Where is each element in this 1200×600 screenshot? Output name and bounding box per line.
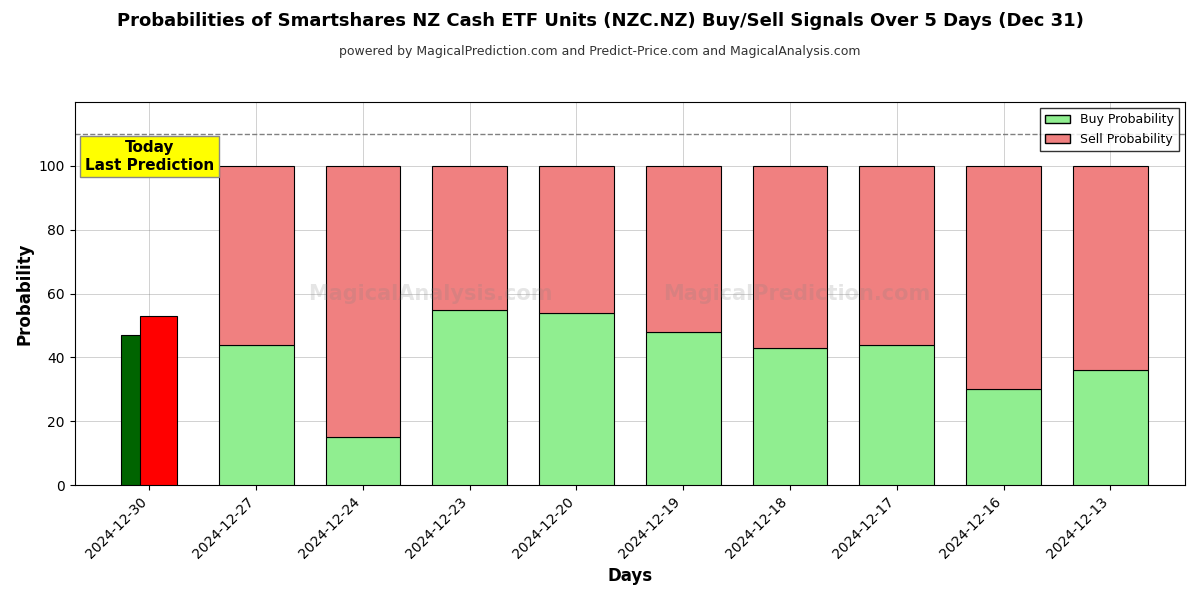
- Text: powered by MagicalPrediction.com and Predict-Price.com and MagicalAnalysis.com: powered by MagicalPrediction.com and Pre…: [340, 45, 860, 58]
- X-axis label: Days: Days: [607, 567, 653, 585]
- Bar: [646, 166, 720, 332]
- Bar: [325, 166, 401, 437]
- Bar: [121, 335, 158, 485]
- Bar: [859, 344, 934, 485]
- Bar: [218, 344, 294, 485]
- Bar: [325, 437, 401, 485]
- Text: Today
Last Prediction: Today Last Prediction: [85, 140, 214, 173]
- Bar: [966, 389, 1040, 485]
- Bar: [752, 166, 827, 348]
- Legend: Buy Probability, Sell Probability: Buy Probability, Sell Probability: [1040, 108, 1178, 151]
- Bar: [539, 166, 614, 313]
- Bar: [966, 166, 1040, 389]
- Bar: [752, 348, 827, 485]
- Text: Probabilities of Smartshares NZ Cash ETF Units (NZC.NZ) Buy/Sell Signals Over 5 : Probabilities of Smartshares NZ Cash ETF…: [116, 12, 1084, 30]
- Bar: [218, 166, 294, 344]
- Bar: [140, 316, 178, 485]
- Bar: [1073, 370, 1147, 485]
- Text: MagicalAnalysis.com: MagicalAnalysis.com: [307, 284, 552, 304]
- Bar: [1073, 166, 1147, 370]
- Bar: [539, 313, 614, 485]
- Text: MagicalPrediction.com: MagicalPrediction.com: [662, 284, 930, 304]
- Bar: [646, 332, 720, 485]
- Bar: [432, 166, 508, 310]
- Bar: [432, 310, 508, 485]
- Y-axis label: Probability: Probability: [16, 242, 34, 345]
- Bar: [859, 166, 934, 344]
